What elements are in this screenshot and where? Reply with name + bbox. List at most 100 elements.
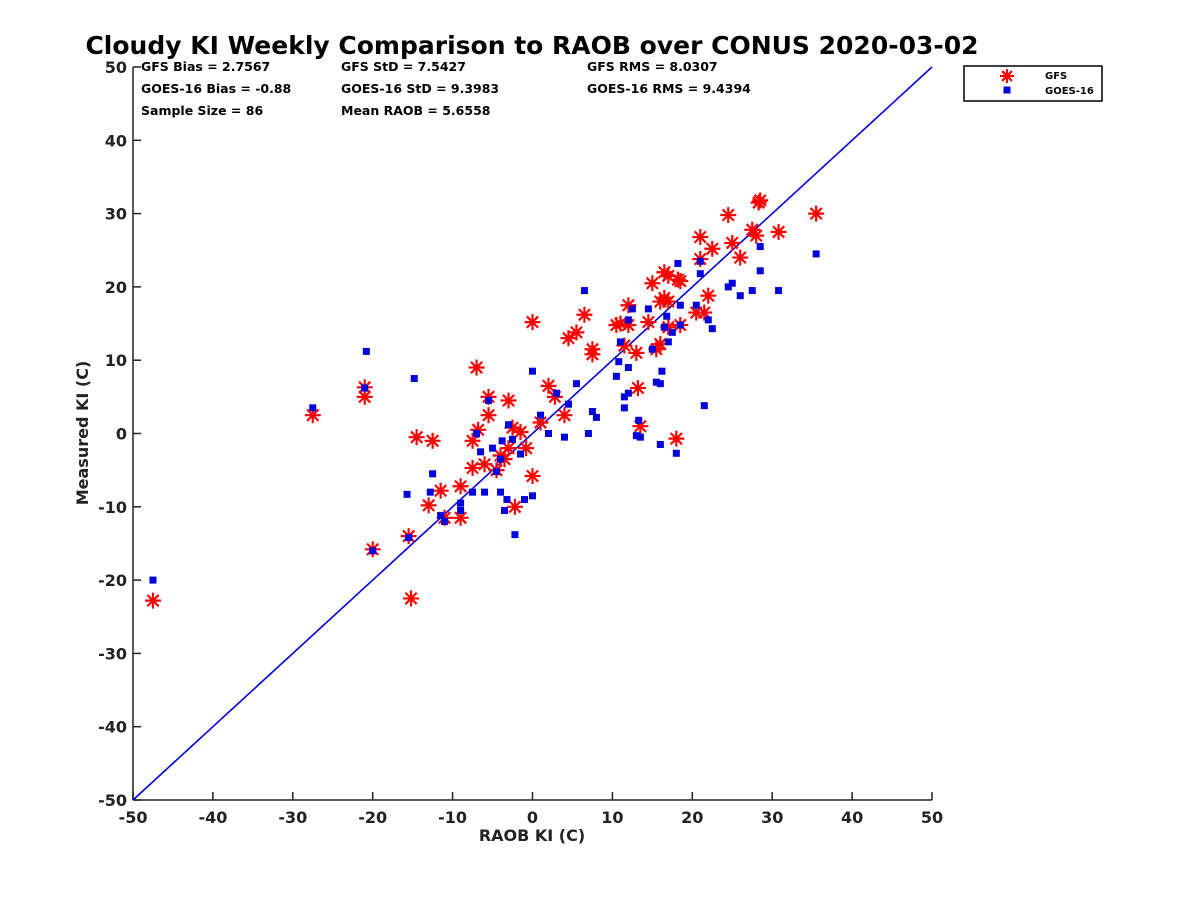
gfs-point	[640, 314, 657, 331]
goes16-point	[672, 449, 680, 457]
legend-goes16-square	[1003, 86, 1011, 94]
goes16-point	[674, 259, 682, 267]
reference-line-group	[132, 66, 933, 801]
goes16-point	[426, 488, 434, 496]
gfs-point	[356, 388, 373, 405]
gfs-point	[750, 194, 767, 211]
goes16-point	[309, 404, 317, 412]
goes16-point	[652, 378, 660, 386]
x-tick-label: 40	[841, 808, 863, 827]
gfs-point	[576, 306, 593, 323]
gfs-point	[584, 346, 601, 363]
goes16-point	[615, 358, 623, 366]
goes16-point	[696, 270, 704, 278]
goes16-point	[696, 257, 704, 265]
goes16-point	[477, 448, 485, 456]
goes16-point	[588, 408, 596, 416]
gfs-point	[424, 432, 441, 449]
stat-goes-rms: GOES-16 RMS = 9.4394	[587, 81, 751, 96]
x-tick-label: 10	[601, 808, 623, 827]
goes16-point	[584, 430, 592, 437]
goes16-point	[362, 347, 370, 355]
goes16-point	[635, 416, 643, 424]
goes16-point	[552, 389, 560, 397]
goes16-point	[403, 490, 411, 498]
goes16-point	[592, 413, 600, 421]
gfs-point	[432, 482, 449, 499]
goes16-point	[775, 287, 783, 295]
legend-marker-gfs	[1000, 69, 1014, 83]
goes16-point	[580, 287, 588, 295]
goes16-point	[812, 250, 820, 258]
stat-goes-bias: GOES-16 Bias = -0.88	[141, 81, 291, 96]
gfs-point	[704, 240, 721, 257]
gfs-point	[500, 440, 517, 457]
goes16-point	[624, 389, 632, 397]
gfs-point	[556, 407, 573, 424]
chart-title: Cloudy KI Weekly Comparison to RAOB over…	[85, 31, 978, 60]
goes16-point	[521, 495, 529, 503]
y-tick-label: -30	[98, 644, 127, 663]
x-axis-label: RAOB KI (C)	[479, 826, 585, 845]
goes16-point	[473, 430, 481, 437]
y-tick-label: -50	[98, 791, 127, 810]
goes16-point	[756, 243, 764, 251]
legend-label-goes16: GOES-16	[1045, 86, 1094, 97]
legend-gfs-asterisk	[1000, 69, 1014, 83]
gfs-point	[629, 380, 646, 397]
gfs-point	[476, 456, 493, 473]
gfs-point	[452, 478, 469, 495]
goes16-point	[497, 455, 505, 463]
goes16-point	[572, 380, 580, 388]
gfs-point	[724, 234, 741, 251]
goes16-point	[612, 372, 620, 380]
goes16-point	[664, 338, 672, 346]
goes16-point	[658, 367, 666, 375]
goes16-point	[564, 400, 572, 408]
x-tick-label: 50	[921, 808, 943, 827]
goes16-point	[636, 433, 644, 441]
goes16-point	[620, 404, 628, 412]
goes16-point	[748, 287, 756, 295]
goes16-point	[544, 430, 552, 437]
y-tick-label: 0	[116, 425, 127, 444]
gfs-point	[732, 249, 749, 266]
goes16-point	[692, 301, 700, 309]
x-tick-label: -20	[358, 808, 387, 827]
stat-gfs-std: GFS StD = 7.5427	[341, 59, 466, 74]
gfs-point	[540, 377, 557, 394]
y-tick-label: -40	[98, 718, 127, 737]
goes16-point	[644, 305, 652, 313]
goes16-point	[501, 506, 509, 514]
stat-gfs-rms: GFS RMS = 8.0307	[587, 59, 718, 74]
goes16-point	[648, 345, 656, 353]
goes16-point	[632, 432, 640, 440]
goes16-point	[457, 499, 465, 507]
goes16-point	[529, 492, 536, 500]
goes16-point	[361, 384, 369, 392]
goes16-point	[756, 267, 764, 275]
gfs-point	[144, 592, 161, 609]
goes16-point	[656, 440, 664, 448]
y-tick-label: 10	[105, 351, 127, 370]
goes16-point	[498, 437, 506, 445]
goes16-point	[410, 375, 418, 383]
goes16-point	[624, 364, 632, 372]
x-tick-label: 0	[527, 808, 538, 827]
gfs-point	[403, 590, 420, 607]
gfs-point	[692, 229, 709, 246]
stat-mean-raob: Mean RAOB = 5.6558	[341, 103, 490, 118]
goes16-point	[517, 450, 525, 458]
goes16-point	[503, 495, 511, 503]
gfs-point	[668, 430, 685, 447]
x-tick-label: -30	[278, 808, 307, 827]
goes16-point	[624, 316, 632, 324]
goes16-point	[736, 292, 744, 300]
goes16-point	[700, 402, 708, 410]
gfs-point	[468, 359, 485, 376]
goes16-point	[511, 531, 519, 539]
goes16-point	[660, 323, 668, 331]
gfs-point	[408, 429, 425, 446]
gfs-point	[770, 223, 787, 240]
gfs-point	[672, 273, 689, 290]
